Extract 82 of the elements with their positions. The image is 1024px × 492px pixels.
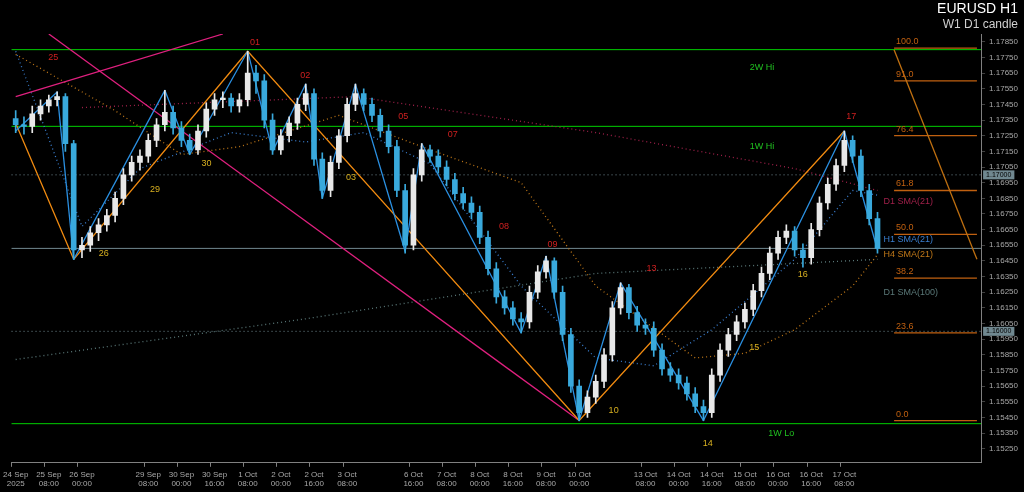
annotation: 13 [646,263,657,274]
y-tick-label: 1.17150 [989,146,1019,156]
y-tick-label: 1.16550 [989,240,1019,250]
series-label: H4 SMA(21) [883,249,934,260]
annotation: 05 [398,110,409,121]
chart-title: EURUSD H1 [937,0,1019,16]
annotation: 01 [249,37,260,48]
y-tick-label: 1.16750 [989,209,1019,219]
x-tick-label: 2 Oct 16:00 [303,469,325,489]
series-label: D1 SMA(21) [883,195,934,206]
text: D1 SMA(100) [883,286,939,297]
x-tick-label: 10 Oct 00:00 [567,469,592,489]
x-tick-label: 14 Oct 00:00 [666,469,692,489]
annotation: 08 [499,221,510,232]
text: H1 SMA(21) [883,233,934,244]
y-tick-label: 1.17250 [989,130,1019,140]
x-tick-label: 17 Oct 08:00 [832,469,857,489]
y-tick-label: 1.16150 [989,303,1019,313]
annotation: 09 [547,238,558,249]
series-label: 50.0 [896,222,914,233]
y-tick-label: 1.16350 [989,271,1019,281]
y-tick-label: 1.17050 [989,162,1019,172]
x-tick-label: 30 Sep 00:00 [168,469,195,489]
y-tick-label: 1.17350 [989,115,1019,125]
y-tick-label: 1.16850 [989,193,1019,203]
annotation: 1W Hi [749,140,775,151]
annotation: 30 [201,158,212,169]
y-tick-label: 1.15950 [989,334,1019,344]
x-tick-label: 2 Oct 00:00 [270,469,292,489]
y-tick-label: 1.15850 [989,350,1019,360]
annotation: 29 [150,183,161,194]
x-tick-label: 14 Oct 16:00 [699,469,725,489]
series-label: 61.8 [896,178,914,189]
x-tick-label: 30 Sep 16:00 [201,469,228,489]
annotation: 15 [749,342,760,353]
x-tick-label: 25 Sep 08:00 [36,469,63,489]
y-tick-label: 1.16050 [989,318,1019,328]
annotation: 1W Lo [768,427,795,438]
x-tick-label: 26 Sep 00:00 [69,469,96,489]
y-tick-label: 1.17750 [989,52,1019,62]
annotation: 07 [447,128,458,139]
y-tick-label: 1.16950 [989,177,1019,187]
y-tick-label: 1.17450 [989,99,1019,109]
y-tick-label: 1.15550 [989,396,1019,406]
annotation: 16 [797,269,808,280]
x-tick-label: 1 Oct 08:00 [237,469,259,489]
x-tick-label: 8 Oct 00:00 [469,469,491,489]
x-tick-label: 9 Oct 08:00 [536,469,557,489]
x-tick-label: 13 Oct 08:00 [633,469,659,489]
y-tick-label: 1.15650 [989,381,1019,391]
y-tick-label: 1.16450 [989,256,1019,266]
annotation: 2W Hi [749,62,775,73]
series-label: 100.0 [896,36,919,47]
y-tick-label: 1.16650 [989,224,1019,234]
y-tick-label: 1.17850 [989,37,1019,47]
x-tick-label: 29 Sep 08:00 [135,469,162,489]
series-label: 0.0 [896,408,909,419]
y-tick-label: 1.15250 [989,443,1019,453]
x-tick-label: 8 Oct 16:00 [502,469,524,489]
y-tick-label: 1.16250 [989,287,1019,297]
series-label: 38.2 [896,266,914,277]
x-tick-label: 24 Sep 2025 [3,469,29,489]
y-tick-label: 1.15750 [989,365,1019,375]
annotation: 17 [846,110,857,121]
annotation: 14 [702,437,713,448]
x-tick-label: 16 Oct 00:00 [766,469,791,489]
annotation: 25 [48,51,59,62]
y-tick-label: 1.15350 [989,428,1019,438]
annotation: 02 [300,69,311,80]
annotation: 03 [345,172,356,183]
y-tick-label: 1.17650 [989,68,1019,78]
y-tick-label: 1.15450 [989,412,1019,422]
x-tick-label: 16 Oct 16:00 [799,469,824,489]
annotation: 10 [608,405,619,416]
series-label: 23.6 [896,320,914,331]
x-tick-label: 7 Oct 08:00 [436,469,458,489]
y-tick-label: 1.17550 [989,83,1019,93]
annotation: 26 [98,248,109,259]
x-tick-label: 15 Oct 08:00 [733,469,758,489]
x-tick-label: 3 Oct 08:00 [337,469,358,489]
chart-subtitle: W1 D1 candle [942,17,1019,32]
x-tick-label: 6 Oct 16:00 [403,469,424,489]
